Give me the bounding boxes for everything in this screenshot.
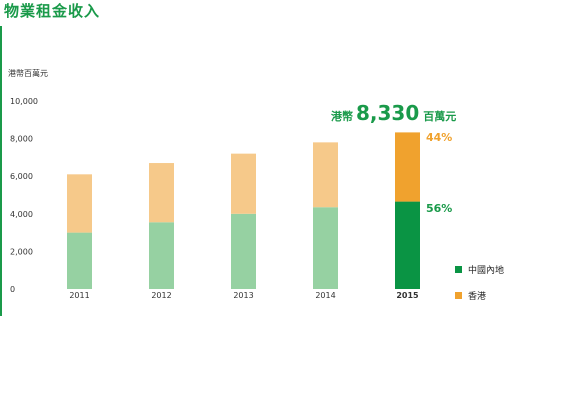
- bar-mainland-2011: [67, 232, 92, 289]
- legend-label-mainland: 中國內地: [468, 264, 504, 276]
- total-annotation-prefix: 港幣: [331, 109, 353, 123]
- x-tick-label: 2014: [315, 291, 335, 300]
- chart-title: 物業租金收入: [4, 2, 101, 20]
- bar-hongkong-2015: [395, 132, 420, 202]
- bar-mainland-2013: [231, 213, 256, 289]
- bar-mainland-2014: [313, 207, 338, 289]
- y-axis-ticks: 0 2,000 4,000 6,000 8,000 10,000: [10, 97, 38, 294]
- x-tick-label: 2011: [69, 291, 89, 300]
- y-tick-label: 10,000: [10, 97, 38, 106]
- legend-swatch-mainland: [455, 266, 462, 273]
- bar-mainland-2012: [149, 222, 174, 289]
- x-tick-label: 2012: [151, 291, 171, 300]
- y-tick-label: 6,000: [10, 172, 33, 181]
- y-tick-label: 4,000: [10, 210, 33, 219]
- y-tick-label: 8,000: [10, 135, 33, 144]
- legend-label-hongkong: 香港: [468, 290, 486, 302]
- total-annotation: 港幣 8,330 百萬元: [331, 101, 456, 125]
- y-tick-label: 2,000: [10, 247, 33, 256]
- hongkong-percent-label: 44%: [426, 131, 452, 144]
- mainland-percent-label: 56%: [426, 202, 452, 215]
- bar-hongkong-2013: [231, 153, 256, 214]
- bars: [67, 132, 420, 289]
- x-axis-ticks: 2011 2012 2013 2014 2015: [69, 291, 419, 300]
- accent-vertical-rule: [0, 26, 2, 316]
- bar-hongkong-2011: [67, 174, 92, 233]
- y-axis-unit-label: 港幣百萬元: [8, 68, 48, 78]
- bar-hongkong-2012: [149, 163, 174, 223]
- y-tick-label: 0: [10, 285, 15, 294]
- bar-mainland-2015: [395, 201, 420, 289]
- legend-swatch-hongkong: [455, 292, 462, 299]
- total-annotation-value: 8,330: [356, 101, 419, 125]
- x-tick-label: 2013: [233, 291, 253, 300]
- bar-hongkong-2014: [313, 142, 338, 208]
- x-tick-label: 2015: [396, 291, 419, 300]
- total-annotation-suffix: 百萬元: [423, 109, 456, 123]
